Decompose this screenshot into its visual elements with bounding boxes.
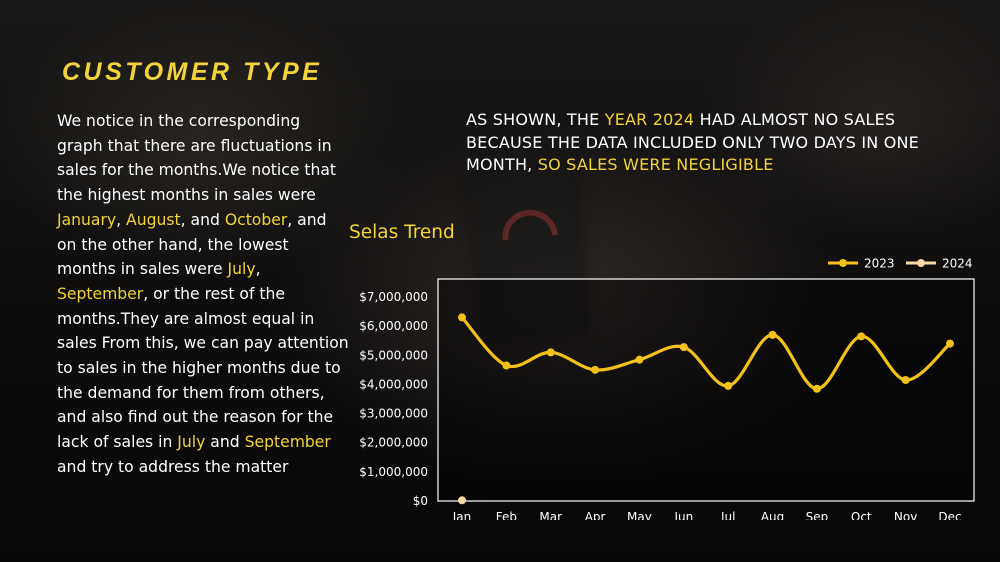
x-tick-label: Jan	[452, 510, 472, 520]
body-text-highlight: September	[57, 284, 144, 303]
body-text-segment: We notice in the corresponding graph tha…	[57, 112, 337, 205]
body-paragraph: We notice in the corresponding graph tha…	[57, 109, 349, 480]
note-text-highlight: YEAR 2024	[604, 110, 695, 129]
body-text-segment: and try to address the matter	[57, 457, 289, 476]
body-text-segment: , or the rest of the months.They are alm…	[57, 284, 349, 452]
x-tick-label: Jun	[673, 510, 693, 520]
y-tick-label: $0	[413, 494, 428, 508]
body-text-highlight: January	[57, 210, 117, 229]
body-text-segment: , and on the other hand, the lowest mont…	[57, 210, 327, 279]
legend-marker-2024	[917, 259, 925, 267]
y-tick-label: $4,000,000	[359, 377, 428, 391]
chart-title: Selas Trend	[349, 222, 455, 243]
point-2023-feb	[502, 361, 511, 370]
point-2023-mar	[546, 348, 555, 357]
note-text-segment: AS SHOWN, THE	[466, 110, 605, 129]
legend-label-2024: 2024	[942, 257, 973, 271]
y-tick-label: $6,000,000	[359, 319, 428, 333]
point-2023-oct	[857, 332, 866, 341]
body-text-segment: ,	[255, 260, 261, 279]
body-text-segment: , and	[180, 210, 225, 229]
note-text-segment: HAD ALMOST NO SALES BECAUSE THE DATA INC…	[466, 110, 919, 174]
x-tick-label: May	[627, 510, 652, 520]
plot-area	[437, 278, 975, 502]
point-2023-nov	[901, 376, 910, 385]
y-tick-label: $2,000,000	[359, 436, 428, 450]
y-tick-label: $3,000,000	[359, 407, 428, 421]
point-2023-dec	[946, 339, 954, 348]
x-tick-label: Feb	[496, 510, 517, 520]
point-2023-jun	[679, 343, 688, 352]
x-tick-label: Oct	[851, 510, 872, 520]
point-2023-sep	[812, 384, 821, 393]
point-2023-apr	[591, 365, 600, 374]
y-tick-label: $5,000,000	[359, 348, 428, 362]
note-text: AS SHOWN, THE YEAR 2024 HAD ALMOST NO SA…	[466, 109, 966, 177]
legend-marker-2023	[839, 259, 847, 267]
slide-title: CUSTOMER TYPE	[62, 58, 323, 86]
point-2023-jan	[458, 313, 466, 322]
body-text-highlight: July	[227, 260, 256, 279]
body-text-segment: and	[205, 433, 245, 452]
x-tick-label: Apr	[585, 510, 606, 520]
x-tick-label: Nov	[894, 510, 917, 520]
y-tick-label: $7,000,000	[359, 290, 428, 304]
legend-label-2023: 2023	[864, 257, 895, 271]
body-text-highlight: September	[244, 433, 331, 452]
x-tick-label: Mar	[539, 510, 562, 520]
y-tick-label: $1,000,000	[359, 465, 428, 479]
x-tick-label: Sep	[806, 510, 829, 520]
point-2023-jul	[724, 381, 733, 390]
body-text-segment: ,	[116, 210, 127, 229]
point-2024-jan	[458, 496, 466, 505]
body-text-highlight: August	[126, 210, 181, 229]
x-tick-label: Aug	[761, 510, 784, 520]
x-tick-label: Dec	[938, 510, 961, 520]
x-tick-label: Jul	[720, 510, 735, 520]
note-text-highlight: SO SALES WERE NEGLIGIBLE	[537, 155, 774, 174]
point-2023-may	[635, 355, 644, 364]
point-2023-aug	[768, 330, 777, 339]
sales-trend-chart: $0 $1,000,000 $2,000,000 $3,000,000 $4,000,0…	[359, 257, 975, 520]
body-text-highlight: July	[177, 433, 206, 452]
body-text-highlight: October	[224, 210, 288, 229]
